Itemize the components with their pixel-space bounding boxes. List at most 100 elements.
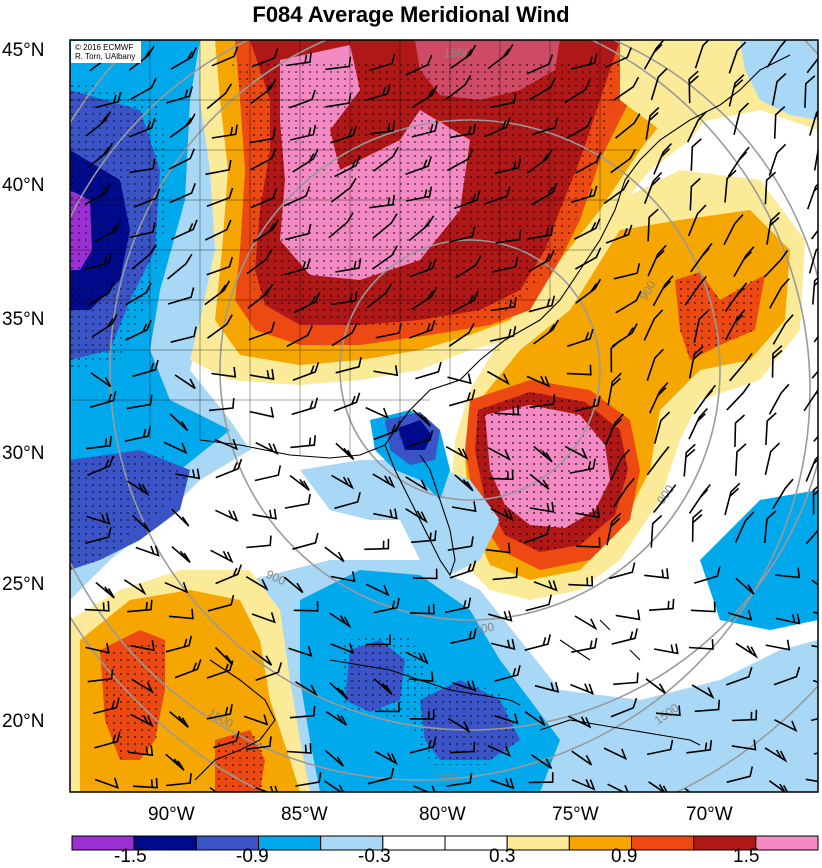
wind-barb	[495, 229, 522, 244]
wind-barb	[528, 772, 554, 784]
colorbar-swatch	[755, 835, 819, 851]
wind-barb	[774, 719, 798, 733]
wind-barb	[171, 508, 190, 527]
wind-barb	[728, 74, 745, 107]
wind-barb	[605, 224, 633, 244]
wind-barb	[86, 513, 111, 525]
wind-barb	[766, 40, 788, 68]
wind-barb	[768, 780, 789, 792]
wind-barb	[569, 458, 596, 474]
colorbar-label: 0.3	[489, 846, 515, 867]
wind-barb	[734, 414, 746, 448]
wind-barb	[531, 754, 553, 770]
wind-barb	[94, 777, 119, 789]
wind-barb	[610, 449, 631, 481]
wind-barb	[445, 446, 469, 461]
wind-barb	[775, 567, 800, 579]
wind-barb	[291, 397, 319, 416]
wind-barb	[612, 477, 635, 508]
wind-barb	[773, 666, 801, 686]
geopotential-contours	[70, 40, 818, 792]
wind-barb	[645, 678, 666, 694]
wind-barb	[688, 345, 704, 379]
wind-barb	[449, 123, 476, 139]
wind-barb	[489, 326, 517, 342]
wind-barb	[727, 146, 750, 177]
wind-barb	[610, 697, 638, 718]
wind-barb	[765, 412, 777, 446]
wind-barb	[607, 372, 622, 406]
wind-barb	[130, 640, 155, 652]
wind-barb	[206, 660, 234, 679]
wind-barb	[652, 484, 677, 514]
map-border	[69, 39, 819, 793]
wind-barb	[490, 638, 516, 650]
wind-barb	[249, 406, 275, 418]
wind-barb	[529, 77, 556, 101]
wind-barb	[213, 730, 240, 749]
wind-barb	[128, 745, 154, 757]
credit-box: © 2016 ECMWF R. Torn, UAlbany	[71, 41, 141, 63]
wind-barb	[207, 314, 233, 339]
wind-barb	[408, 215, 435, 242]
wind-barb	[169, 413, 189, 432]
wind-barb	[610, 339, 621, 373]
wind-barb	[284, 258, 311, 276]
wind-barb	[126, 394, 153, 410]
wind-barb	[614, 113, 641, 139]
wind-barb	[292, 532, 319, 550]
wind-barb	[214, 438, 239, 451]
wind-barb	[331, 474, 355, 490]
wind-barb	[367, 767, 395, 785]
wind-barb	[724, 282, 748, 312]
wind-barb	[564, 445, 588, 460]
wind-barb	[729, 352, 753, 382]
wind-barb	[571, 778, 596, 791]
wind-barb	[764, 442, 781, 476]
wind-barb	[288, 645, 313, 658]
wind-barb	[364, 84, 391, 102]
wind-barb	[335, 442, 355, 461]
wind-barb	[490, 778, 515, 790]
wind-barb	[690, 601, 716, 613]
wind-barb	[325, 711, 348, 726]
wind-barb	[448, 322, 475, 347]
wind-barb	[763, 510, 777, 544]
wind-barb	[164, 581, 189, 594]
wind-barb	[330, 177, 357, 203]
wind-barb	[686, 740, 713, 754]
wind-barb	[405, 651, 429, 665]
wind-barb	[246, 535, 272, 549]
wind-barb	[447, 536, 474, 551]
wind-barb	[526, 149, 553, 174]
wind-barb	[125, 282, 152, 306]
wind-barb	[126, 480, 150, 497]
colorbar-label: -1.5	[114, 846, 147, 867]
wind-barb	[689, 177, 701, 211]
wind-barb	[87, 668, 114, 683]
coastlines	[194, 54, 791, 781]
wind-barb	[171, 546, 191, 564]
wind-barb	[286, 743, 312, 754]
wind-barb	[295, 681, 318, 697]
wind-barb	[95, 581, 115, 599]
latitude-labels: 45°N 40°N 35°N 30°N 25°N 20°N	[2, 40, 44, 732]
wind-barb	[165, 753, 185, 771]
wind-barb	[93, 697, 120, 715]
wind-barb	[603, 747, 628, 761]
wind-barb	[647, 244, 667, 277]
wind-barb	[86, 435, 112, 450]
wind-barb	[615, 290, 642, 314]
wind-barb	[723, 214, 744, 246]
wind-barb	[494, 404, 520, 416]
lon-label: 80°W	[419, 804, 466, 825]
wind-barb	[328, 212, 354, 239]
wind-barb	[724, 482, 741, 516]
wind-barb	[372, 245, 398, 270]
lon-label: 70°W	[686, 804, 733, 825]
wind-barb	[255, 662, 283, 682]
wind-barb	[285, 52, 312, 67]
wind-barb	[487, 447, 511, 462]
wind-barb	[452, 680, 477, 692]
wind-barb	[769, 278, 790, 309]
